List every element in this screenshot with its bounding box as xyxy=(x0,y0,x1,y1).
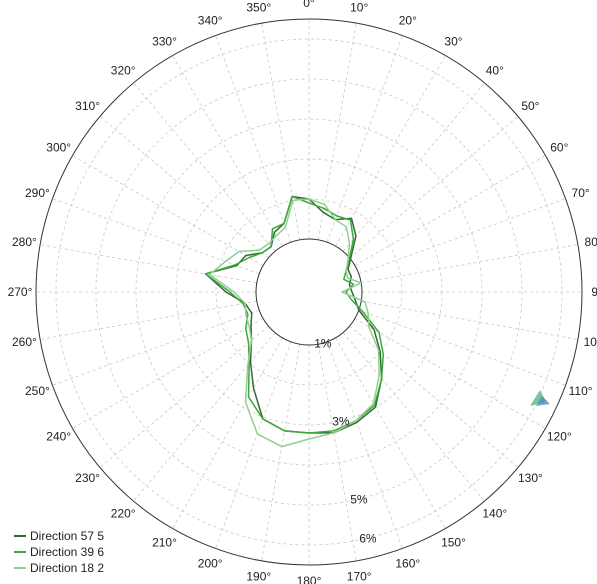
angle-tick-label: 0° xyxy=(303,0,315,10)
angle-tick-label: 40° xyxy=(486,64,504,78)
angle-tick-label: 170° xyxy=(347,570,372,584)
watermark-logo xyxy=(530,390,550,406)
angle-tick-label: 330° xyxy=(152,35,177,49)
grid-circle xyxy=(215,198,403,386)
radial-tick-label: 1% xyxy=(314,337,332,351)
grid-spoke xyxy=(335,55,446,247)
angle-tick-label: 70° xyxy=(572,186,590,200)
angle-tick-label: 140° xyxy=(482,506,507,520)
legend-label: Direction 39 6 xyxy=(30,545,104,559)
grid-spoke xyxy=(215,341,292,549)
legend-label: Direction 18 2 xyxy=(30,561,104,575)
angle-tick-label: 290° xyxy=(25,186,50,200)
grid-layer xyxy=(35,18,583,566)
angle-tick-label: 320° xyxy=(111,64,136,78)
grid-spoke xyxy=(72,155,264,266)
grid-spoke xyxy=(354,318,546,429)
outer-circle xyxy=(35,18,583,566)
grid-spoke xyxy=(317,344,357,561)
radial-tick-label: 3% xyxy=(332,415,350,429)
angle-tick-label: 130° xyxy=(518,471,543,485)
angle-tick-label: 50° xyxy=(521,99,539,113)
series-line-3 xyxy=(208,198,380,448)
grid-spoke xyxy=(99,325,269,468)
grid-circle xyxy=(95,78,523,506)
grid-spoke xyxy=(342,82,485,252)
grid-spoke xyxy=(354,155,546,266)
angle-tick-label: 90 xyxy=(591,285,597,299)
angle-tick-label: 120° xyxy=(547,430,572,444)
legend: Direction 57 5 Direction 39 6 Direction 18… xyxy=(14,529,104,575)
angle-tick-label: 340° xyxy=(198,13,223,27)
angle-tick-label: 280° xyxy=(12,235,37,249)
angle-label-layer: 0° 10° 20° 30° 40° 50° 60° 70° 80° 90 100 110° 120° 1… xyxy=(8,0,597,584)
angle-tick-label: 350° xyxy=(246,0,271,14)
series-layer xyxy=(204,195,385,448)
angle-tick-label: 150° xyxy=(441,535,466,549)
grid-spoke xyxy=(99,116,269,259)
legend-label: Direction 57 5 xyxy=(30,529,104,543)
angle-tick-label: 110° xyxy=(569,384,593,398)
grid-spoke xyxy=(172,55,283,247)
angle-tick-label: 300° xyxy=(46,141,71,155)
grid-spoke xyxy=(133,82,276,252)
angle-tick-label: 30° xyxy=(444,35,462,49)
angle-tick-label: 60° xyxy=(550,141,568,155)
angle-tick-label: 160° xyxy=(395,557,420,571)
angle-tick-label: 20° xyxy=(399,13,417,27)
angle-tick-label: 220° xyxy=(111,506,136,520)
angle-tick-label: 80° xyxy=(585,235,597,249)
angle-tick-label: 190° xyxy=(246,570,271,584)
angle-tick-label: 260° xyxy=(12,335,37,349)
angle-tick-label: 10° xyxy=(350,0,368,14)
angle-tick-label: 210° xyxy=(152,535,177,549)
grid-spoke xyxy=(361,244,578,284)
angle-tick-label: 310° xyxy=(75,99,100,113)
grid-spoke xyxy=(133,332,276,502)
angle-tick-label: 250° xyxy=(25,384,50,398)
grid-spoke xyxy=(358,309,566,386)
grid-spoke xyxy=(358,198,566,275)
grid-spoke xyxy=(361,300,578,340)
angle-tick-label: 100 xyxy=(584,335,597,349)
grid-spoke xyxy=(72,318,264,429)
angle-tick-label: 230° xyxy=(75,471,100,485)
grid-spoke xyxy=(349,116,519,259)
radial-tick-label: 5% xyxy=(350,493,368,507)
grid-spoke xyxy=(52,309,260,386)
grid-spoke xyxy=(40,244,257,284)
angle-tick-label: 200° xyxy=(198,557,223,571)
angle-tick-label: 270° xyxy=(8,285,33,299)
angle-tick-label: 240° xyxy=(46,430,71,444)
grid-spoke xyxy=(326,341,403,549)
angle-tick-label: 180° xyxy=(297,574,322,584)
grid-spoke xyxy=(342,332,485,502)
grid-spoke xyxy=(172,337,283,529)
radial-tick-label: 6% xyxy=(359,532,377,546)
grid-spoke xyxy=(326,35,403,243)
grid-spoke xyxy=(215,35,292,243)
grid-spoke xyxy=(261,344,301,561)
inner-circle xyxy=(255,238,363,346)
grid-spoke xyxy=(261,23,301,240)
grid-spoke xyxy=(335,337,446,529)
radial-label-layer: 1% 3% 5% 6% xyxy=(314,337,377,546)
grid-spoke xyxy=(40,300,257,340)
